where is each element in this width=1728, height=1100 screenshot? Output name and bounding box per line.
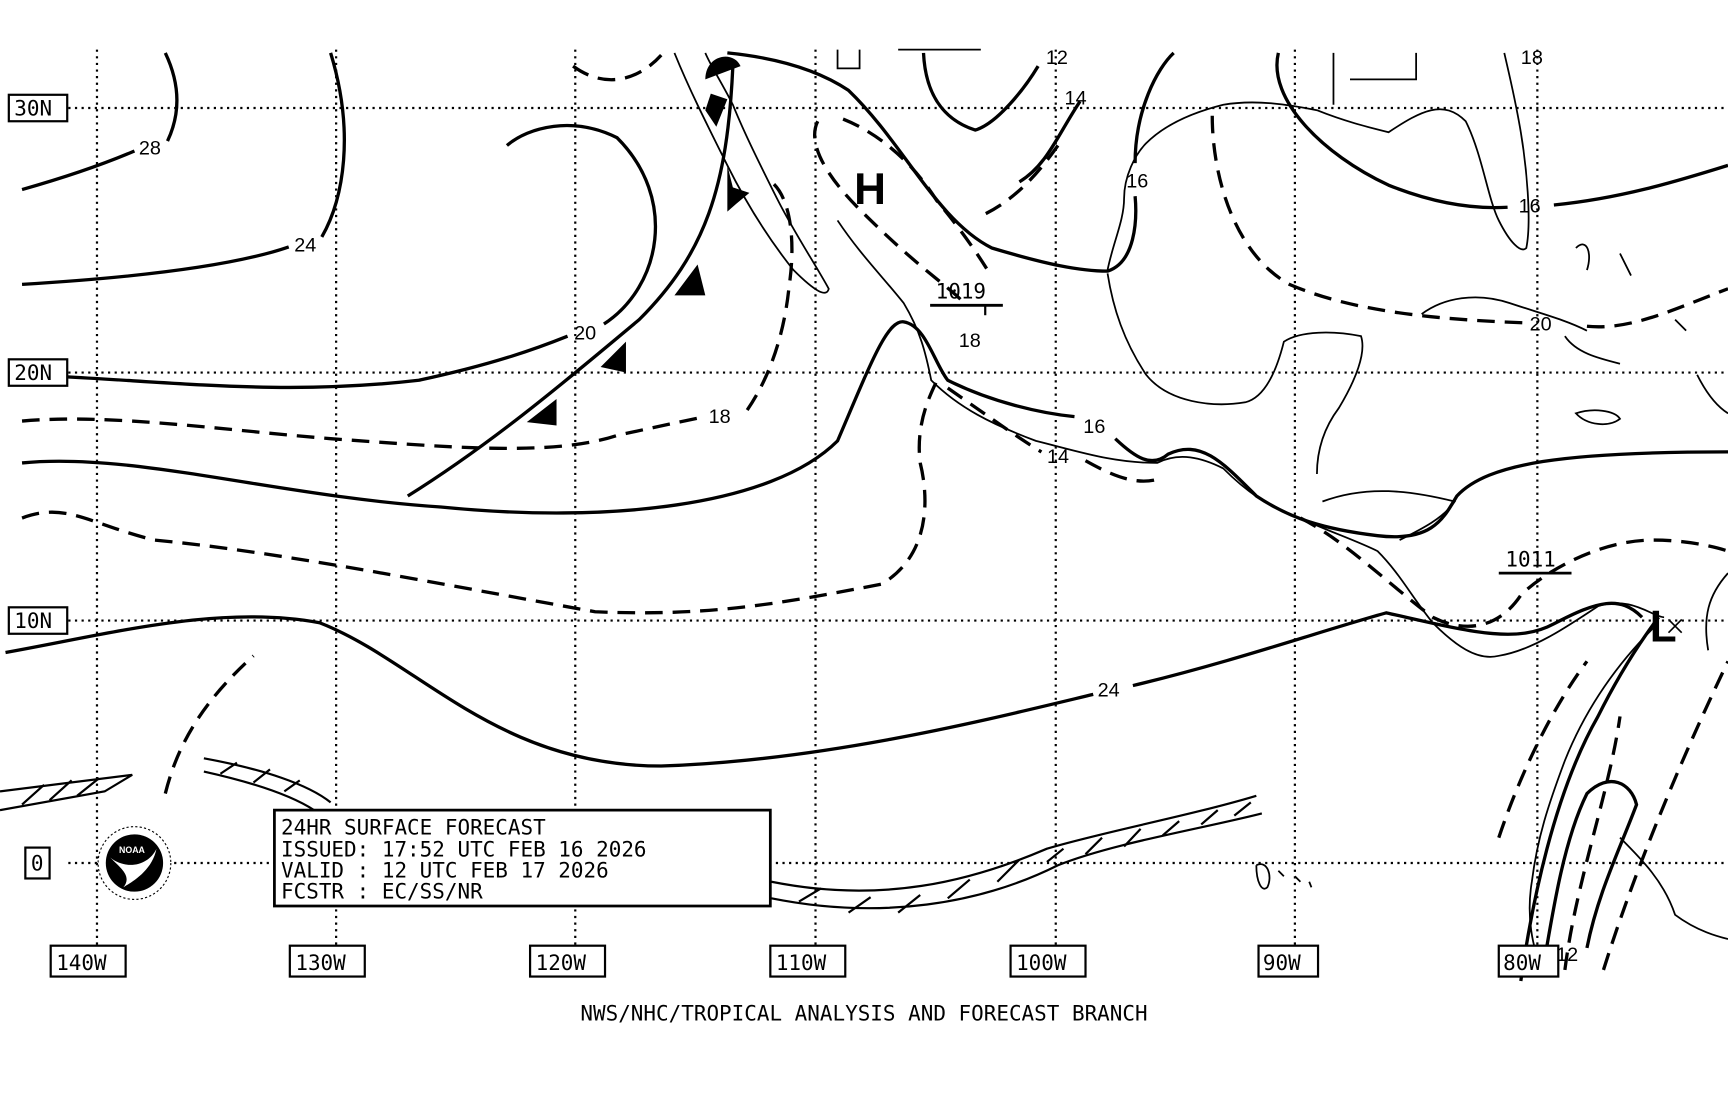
lat-lon-grid — [68, 49, 1728, 948]
isobar-label: 14 — [1065, 88, 1087, 110]
isobars-dashed — [21, 53, 1728, 971]
isobar-label: 18 — [959, 330, 981, 352]
isobar-label: 18 — [709, 406, 731, 428]
low-pressure-value: 1011 — [1505, 548, 1555, 572]
longitude-labels: 140W 130W 120W 110W 100W 90W 80W — [49, 944, 1560, 978]
isobar-label: 18 — [1521, 47, 1543, 69]
itcz-bands — [0, 757, 1263, 914]
latitude-labels: 30N 20N 10N 0 — [7, 93, 69, 880]
high-pressure-center: H 1019 — [854, 165, 1003, 316]
product-title: 24HR SURFACE FORECAST — [281, 815, 546, 839]
isobar-label: 24 — [1098, 680, 1120, 702]
isobar-label: 16 — [1083, 416, 1105, 438]
isobar-label: 24 — [294, 234, 316, 256]
isobar-label: 14 — [1047, 446, 1069, 468]
lat-label-0: 0 — [31, 852, 44, 876]
lat-label-30n: 30N — [14, 97, 52, 121]
lon-label-140w: 140W — [56, 951, 107, 975]
isobar-label: 28 — [139, 137, 161, 159]
isobar-label: 16 — [1126, 170, 1148, 192]
lat-label-10n: 10N — [14, 609, 52, 633]
issued-time: ISSUED: 17:52 UTC FEB 16 2026 — [281, 837, 647, 861]
lon-label-120w: 120W — [536, 951, 587, 975]
isobar-label: 12 — [1046, 47, 1068, 69]
lon-label-90w: 90W — [1263, 951, 1301, 975]
isobar-label: 20 — [1530, 314, 1552, 336]
isobar-label: 20 — [574, 322, 596, 344]
coastlines — [673, 48, 1728, 971]
isobar-label: 12 — [1556, 944, 1578, 966]
lon-label-110w: 110W — [776, 951, 827, 975]
isobars-solid — [5, 51, 1728, 982]
low-symbol: L — [1650, 602, 1677, 651]
noaa-logo: NOAA — [97, 826, 172, 900]
isobar-labels: 28 24 20 18 12 14 16 18 16 14 16 20 18 2… — [139, 47, 1578, 966]
svg-text:NOAA: NOAA — [119, 845, 146, 855]
low-pressure-center: L 1011 — [1498, 548, 1683, 651]
isobar-label: 16 — [1519, 196, 1541, 218]
high-symbol: H — [854, 165, 886, 214]
lon-label-80w: 80W — [1503, 951, 1541, 975]
forecasters: FCSTR : EC/SS/NR — [281, 879, 483, 903]
lon-label-100w: 100W — [1016, 951, 1067, 975]
lon-label-130w: 130W — [295, 951, 346, 975]
lat-label-20n: 20N — [14, 361, 52, 385]
footer-credit: NWS/NHC/TROPICAL ANALYSIS AND FORECAST B… — [580, 1002, 1147, 1026]
cold-front — [406, 56, 750, 498]
high-pressure-value: 1019 — [936, 280, 986, 304]
valid-time: VALID : 12 UTC FEB 17 2026 — [281, 858, 609, 882]
forecast-info-box: 24HR SURFACE FORECAST ISSUED: 17:52 UTC … — [273, 808, 772, 908]
